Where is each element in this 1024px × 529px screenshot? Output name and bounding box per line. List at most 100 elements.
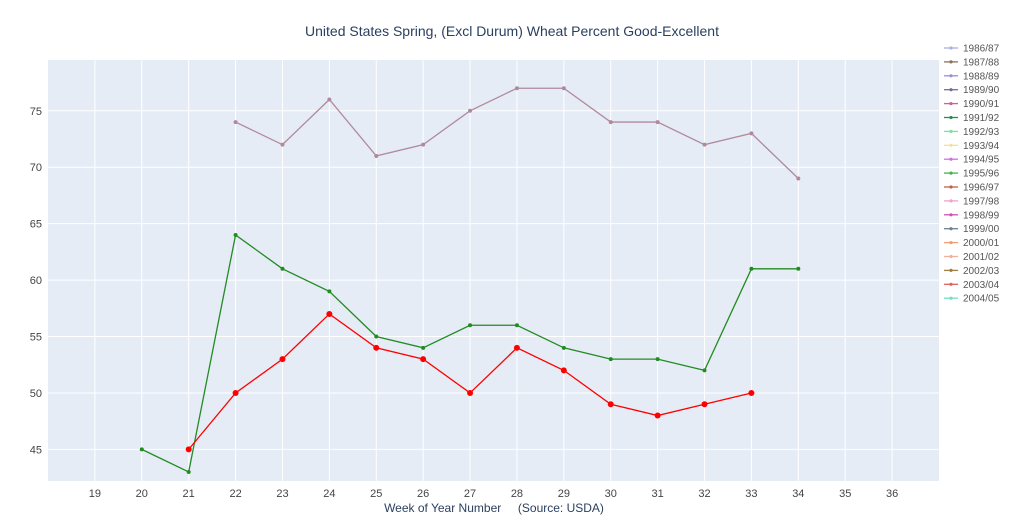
data-point[interactable] — [326, 310, 333, 317]
legend-swatch-marker — [949, 296, 953, 300]
x-tick-label: 26 — [417, 488, 429, 500]
y-tick-label: 75 — [30, 106, 42, 118]
data-point[interactable] — [608, 357, 613, 362]
legend-label: 2002/03 — [963, 266, 1000, 277]
legend-swatch-marker — [949, 129, 953, 133]
x-tick-label: 32 — [698, 488, 710, 500]
legend-item[interactable]: 1991/92 — [944, 113, 1000, 124]
x-tick-label: 27 — [464, 488, 476, 500]
legend-item[interactable]: 2002/03 — [944, 266, 1000, 277]
data-point[interactable] — [186, 469, 191, 474]
data-point[interactable] — [702, 368, 707, 373]
legend-label: 1998/99 — [963, 210, 1000, 221]
series-2 — [185, 310, 755, 453]
data-point[interactable] — [327, 289, 332, 294]
data-point[interactable] — [514, 86, 519, 91]
data-point[interactable] — [421, 142, 426, 147]
chart-title: United States Spring, (Excl Durum) Wheat… — [305, 23, 719, 39]
data-point[interactable] — [655, 120, 660, 125]
data-point[interactable] — [233, 232, 238, 237]
data-point[interactable] — [607, 401, 614, 408]
data-point[interactable] — [749, 131, 754, 136]
data-point[interactable] — [327, 97, 332, 102]
data-point[interactable] — [232, 389, 239, 396]
series-0 — [233, 86, 801, 181]
legend-item[interactable]: 1997/98 — [944, 196, 1000, 207]
legend-label: 2004/05 — [963, 294, 1000, 305]
data-point[interactable] — [514, 323, 519, 328]
data-point[interactable] — [748, 389, 755, 396]
x-tick-label: 22 — [229, 488, 241, 500]
legend-label: 1988/89 — [963, 71, 1000, 82]
legend-label: 1997/98 — [963, 196, 1000, 207]
legend-item[interactable]: 2000/01 — [944, 238, 1000, 249]
legend-swatch-marker — [949, 157, 953, 161]
legend-item[interactable]: 1994/95 — [944, 155, 1000, 166]
data-point[interactable] — [421, 345, 426, 350]
data-point[interactable] — [467, 389, 474, 396]
plot-area — [48, 60, 939, 481]
legend-label: 1994/95 — [963, 155, 1000, 166]
data-point[interactable] — [561, 86, 566, 91]
x-tick-label: 29 — [558, 488, 570, 500]
data-point[interactable] — [185, 446, 192, 453]
legend-label: 1999/00 — [963, 224, 1000, 235]
legend-item[interactable]: 2001/02 — [944, 252, 1000, 263]
legend-swatch-marker — [949, 143, 953, 147]
legend-swatch-marker — [949, 282, 953, 286]
legend-swatch-marker — [949, 115, 953, 120]
data-point[interactable] — [513, 344, 520, 351]
legend-item[interactable]: 1998/99 — [944, 210, 1000, 221]
y-tick-label: 45 — [30, 444, 42, 456]
data-point[interactable] — [139, 447, 144, 452]
data-point[interactable] — [374, 153, 379, 158]
series-layer — [139, 86, 801, 474]
legend-label: 1992/93 — [963, 127, 1000, 138]
legend-item[interactable]: 1986/87 — [944, 44, 1000, 55]
legend-item[interactable]: 2003/04 — [944, 280, 1000, 291]
data-point[interactable] — [280, 142, 285, 147]
data-point[interactable] — [702, 142, 707, 147]
data-point[interactable] — [701, 401, 708, 408]
data-point[interactable] — [373, 344, 380, 351]
data-point[interactable] — [796, 266, 801, 271]
data-point[interactable] — [468, 323, 473, 328]
legend-item[interactable]: 1989/90 — [944, 85, 1000, 96]
legend[interactable]: 1986/87 1987/88 1988/89 1989/90 1990/91 1991/… — [944, 44, 1000, 305]
legend-item[interactable]: 1992/93 — [944, 127, 1000, 138]
y-tick-labels: 45 50 55 60 65 70 75 — [30, 106, 42, 457]
x-tick-label: 19 — [89, 488, 101, 500]
data-point[interactable] — [233, 120, 238, 125]
legend-item[interactable]: 2004/05 — [944, 294, 1000, 305]
data-point[interactable] — [561, 345, 566, 350]
legend-label: 1996/97 — [963, 183, 1000, 194]
legend-label: 1989/90 — [963, 85, 1000, 96]
x-tick-label: 33 — [745, 488, 757, 500]
legend-item[interactable]: 1996/97 — [944, 183, 1000, 194]
data-point[interactable] — [420, 356, 427, 363]
data-point[interactable] — [374, 334, 379, 339]
legend-item[interactable]: 1987/88 — [944, 57, 1000, 68]
legend-swatch-marker — [949, 74, 953, 78]
data-point[interactable] — [468, 108, 473, 113]
legend-swatch-marker — [949, 241, 953, 245]
data-point[interactable] — [655, 357, 660, 362]
data-point[interactable] — [608, 120, 613, 125]
x-tick-label: 25 — [370, 488, 382, 500]
data-point[interactable] — [654, 412, 661, 419]
legend-label: 1995/96 — [963, 169, 1000, 180]
data-point[interactable] — [796, 176, 801, 181]
x-tick-label: 20 — [136, 488, 148, 500]
legend-item[interactable]: 1995/96 — [944, 169, 1000, 180]
legend-item[interactable]: 1990/91 — [944, 99, 1000, 110]
legend-item[interactable]: 1993/94 — [944, 141, 1000, 152]
y-tick-label: 60 — [30, 275, 42, 287]
data-point[interactable] — [749, 266, 754, 271]
data-point[interactable] — [280, 266, 285, 271]
legend-item[interactable]: 1988/89 — [944, 71, 1000, 82]
data-point[interactable] — [279, 356, 286, 363]
legend-swatch-marker — [949, 268, 953, 272]
legend-item[interactable]: 1999/00 — [944, 224, 1000, 235]
data-point[interactable] — [560, 367, 567, 374]
